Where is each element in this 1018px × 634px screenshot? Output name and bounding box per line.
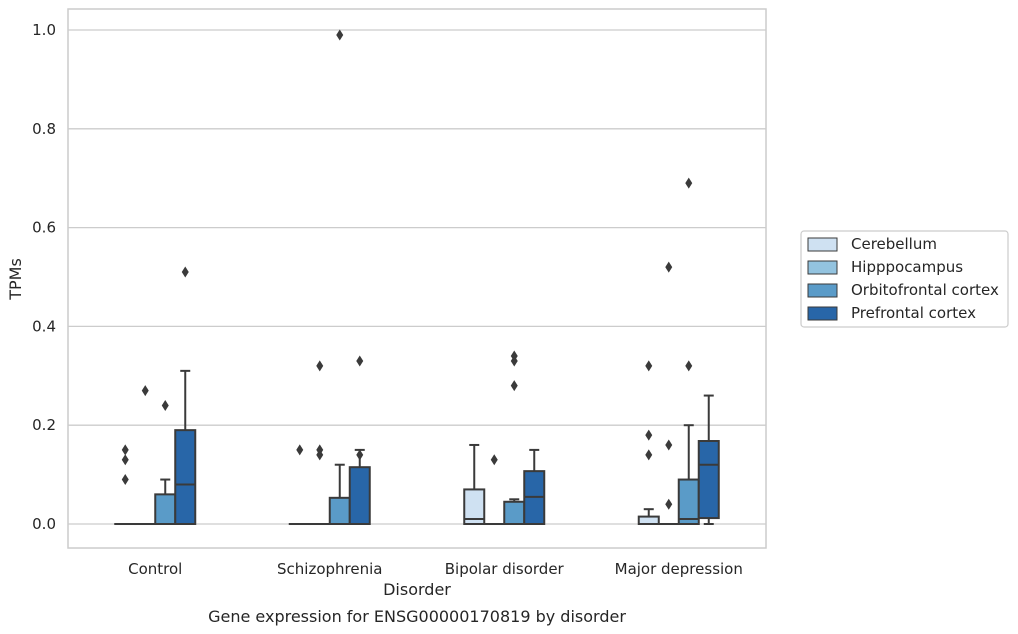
x-tick-label: Bipolar disorder	[445, 560, 565, 578]
box	[114, 444, 137, 526]
outlier-point	[490, 454, 498, 466]
legend-swatch	[807, 237, 838, 252]
legend-item: Orbitofrontal cortex	[807, 281, 999, 299]
outlier-point	[296, 444, 304, 456]
legend-swatch	[807, 283, 838, 298]
legend-label: Hipppocampus	[851, 258, 963, 276]
legend-item: Cerebellum	[807, 235, 937, 253]
chart-caption: Gene expression for ENSG00000170819 by d…	[208, 607, 626, 626]
box	[308, 360, 331, 526]
box-body	[328, 496, 351, 525]
y-tick-label: 1.0	[32, 21, 56, 39]
outlier-point	[141, 385, 149, 397]
box	[483, 454, 506, 526]
box-body	[677, 478, 700, 526]
box	[328, 29, 351, 525]
outlier-point	[645, 449, 653, 461]
outlier-point	[316, 360, 324, 372]
x-tick-label: Control	[128, 560, 182, 578]
outlier-point	[121, 474, 129, 486]
y-tick-label: 0.6	[32, 219, 56, 237]
outlier-point	[121, 444, 129, 456]
box-group	[288, 29, 371, 526]
outlier-point	[685, 177, 693, 189]
x-axis-ticks: Control Schizophrenia Bipolar disorder Majo…	[128, 560, 743, 578]
outlier-point	[510, 350, 518, 362]
x-tick-label: Schizophrenia	[277, 560, 382, 578]
box	[657, 261, 680, 526]
box	[463, 443, 486, 526]
legend-item: Prefrontal cortex	[807, 304, 976, 322]
box	[174, 266, 197, 526]
legend-item: Hipppocampus	[807, 258, 963, 276]
box-body	[697, 440, 720, 520]
legend-swatch	[807, 306, 838, 321]
outlier-point	[336, 29, 344, 41]
legend-label: Orbitofrontal cortex	[851, 281, 999, 299]
outlier-point	[665, 439, 673, 451]
outlier-point	[121, 454, 129, 466]
legend: Cerebellum Hipppocampus Orbitofrontal cort…	[800, 230, 1009, 328]
outlier-point	[356, 449, 364, 461]
box	[523, 448, 546, 525]
box-group	[114, 266, 197, 526]
box	[637, 360, 660, 526]
box-body	[463, 488, 486, 526]
box-body	[348, 466, 371, 526]
y-axis-label: TPMs	[6, 258, 25, 301]
x-axis-label: Disorder	[383, 580, 451, 599]
y-tick-label: 0.4	[32, 317, 56, 335]
box-group	[637, 177, 720, 526]
box	[288, 444, 311, 526]
outlier-point	[665, 261, 673, 273]
outlier-point	[161, 399, 169, 411]
box-group	[463, 350, 546, 526]
gridlines	[68, 29, 766, 525]
outlier-point	[181, 266, 189, 278]
outlier-point	[510, 380, 518, 392]
outlier-point	[685, 360, 693, 372]
outlier-point	[665, 498, 673, 510]
box	[677, 177, 700, 526]
box-groups	[114, 29, 720, 526]
y-tick-label: 0.0	[32, 515, 56, 533]
box	[134, 385, 157, 526]
y-tick-label: 0.2	[32, 416, 56, 434]
legend-label: Prefrontal cortex	[851, 304, 976, 322]
legend-swatch	[807, 260, 838, 275]
x-tick-label: Major depression	[615, 560, 743, 578]
y-tick-label: 0.8	[32, 120, 56, 138]
box-body	[174, 429, 197, 526]
plot-frame	[67, 8, 767, 549]
box-body	[503, 500, 526, 525]
box	[503, 350, 526, 525]
outlier-point	[316, 444, 324, 456]
box-body	[154, 493, 177, 525]
box	[154, 399, 177, 525]
legend-frame	[800, 230, 1009, 328]
outlier-point	[356, 355, 364, 367]
legend-label: Cerebellum	[851, 235, 937, 253]
outlier-point	[645, 360, 653, 372]
y-axis-ticks: 0.0 0.2 0.4 0.6 0.8 1.0	[32, 21, 56, 533]
box	[697, 394, 720, 525]
box-body	[637, 515, 660, 526]
box	[348, 355, 371, 526]
outlier-point	[645, 429, 653, 441]
